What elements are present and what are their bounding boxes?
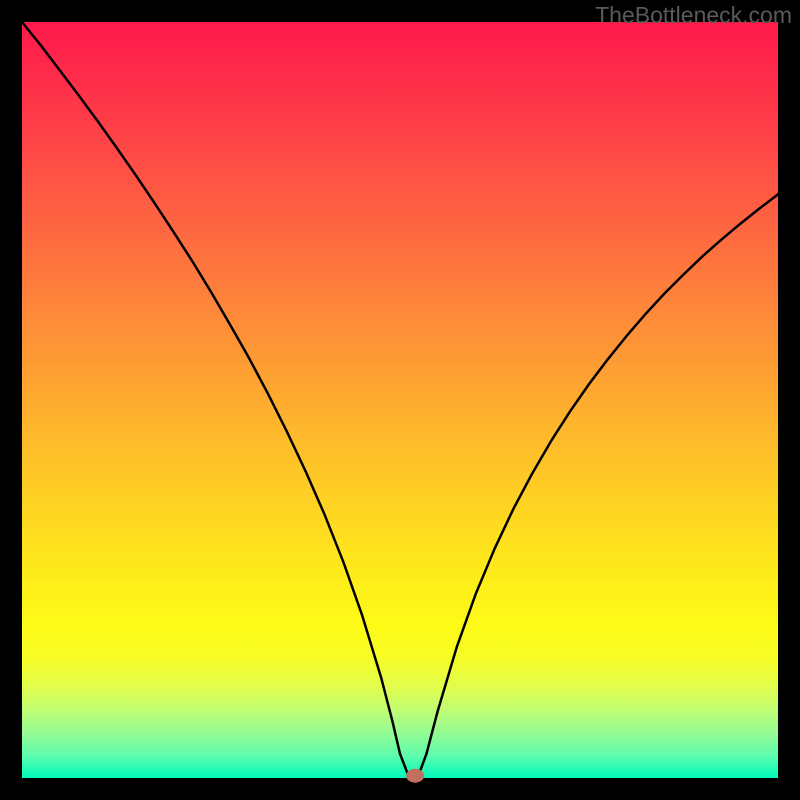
chart-container: TheBottleneck.com xyxy=(0,0,800,800)
chart-background xyxy=(22,22,778,778)
bottleneck-chart xyxy=(0,0,800,800)
optimal-point-marker xyxy=(406,769,424,783)
